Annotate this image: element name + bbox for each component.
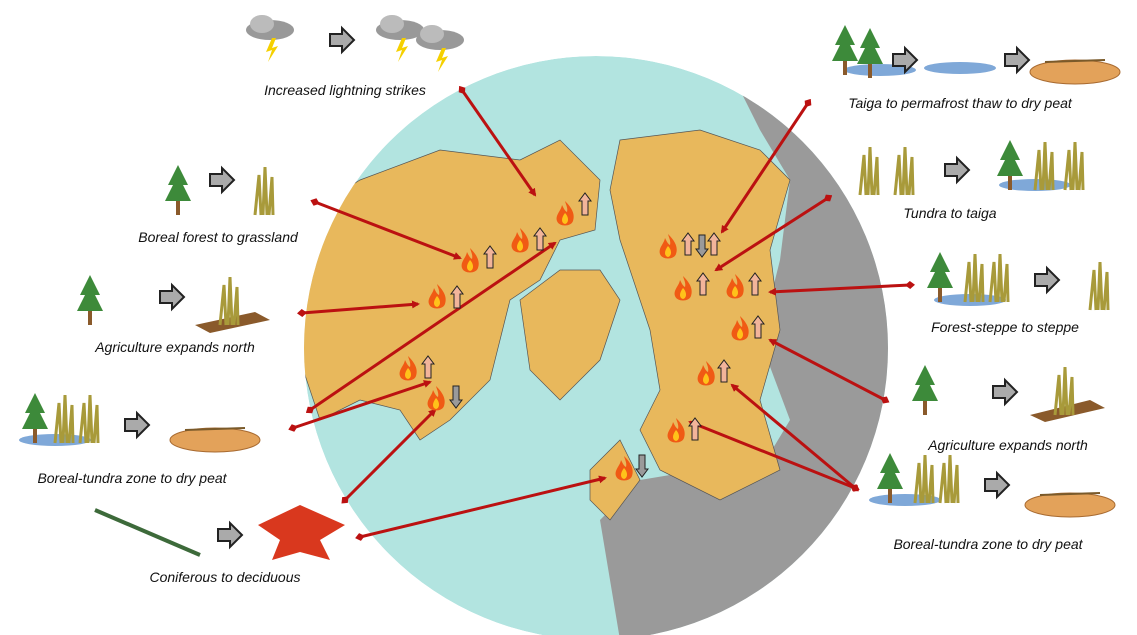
pointer (688, 420, 860, 492)
labels: Increased lightning strikes Taiga to per… (37, 82, 1088, 585)
panel-label: Taiga to permafrost thaw to dry peat (848, 95, 1073, 111)
arrows (288, 85, 915, 541)
pointer (355, 475, 607, 541)
panel-label: Forest-steppe to steppe (931, 319, 1079, 335)
panel-label: Agriculture expands north (94, 339, 255, 355)
pointer (768, 338, 890, 404)
panel-label: Agriculture expands north (927, 437, 1088, 453)
pointer (305, 241, 557, 414)
panel-label: Coniferous to deciduous (150, 569, 301, 585)
panel-label: Tundra to taiga (903, 205, 996, 221)
pointer (458, 85, 537, 197)
panel-label: Boreal-tundra zone to dry peat (37, 470, 227, 486)
map (304, 56, 888, 635)
pointer (768, 281, 915, 296)
panel-label: Increased lightning strikes (264, 82, 426, 98)
panel-label: Boreal forest to grassland (138, 229, 299, 245)
pointer (714, 194, 833, 272)
panel-art (19, 15, 1121, 560)
panel-label: Boreal-tundra zone to dry peat (893, 536, 1083, 552)
